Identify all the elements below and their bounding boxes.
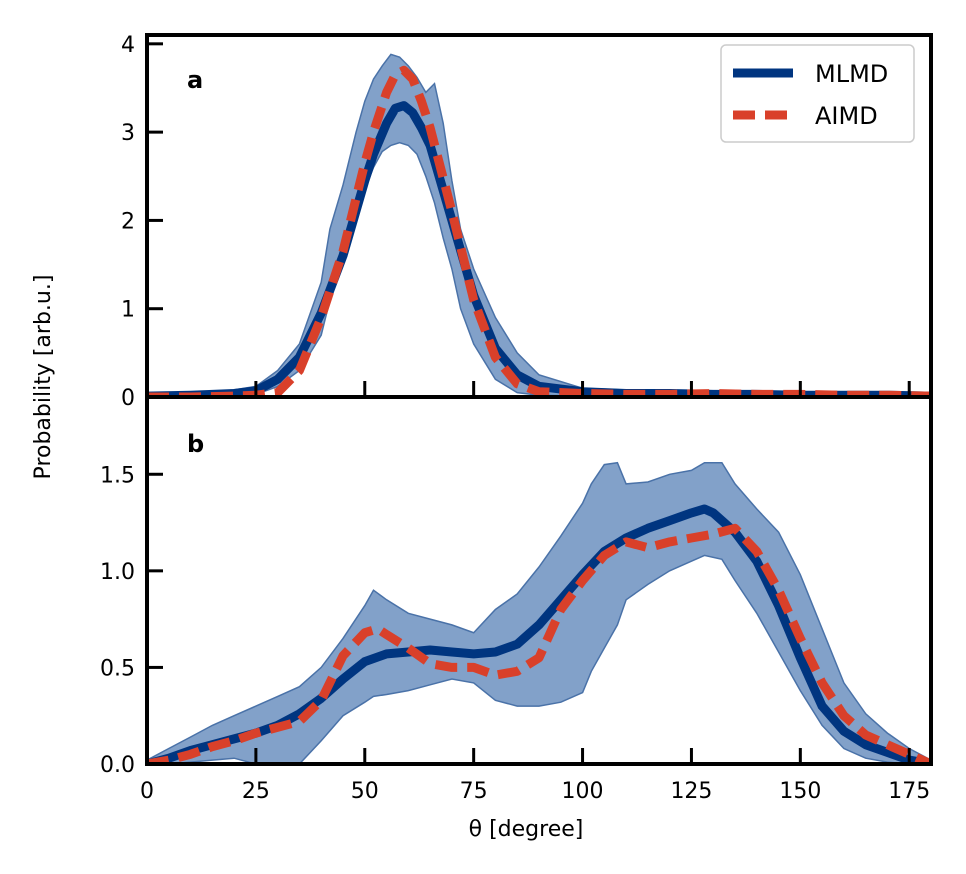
legend-label-mlmd: MLMD [815,60,888,88]
panel-b-x-tick-label: 150 [779,779,821,804]
panel-b-y-tick-label: 0.0 [100,753,135,778]
panel-b-x-tick-label: 125 [670,779,712,804]
panel-b-x-tick-label: 175 [888,779,930,804]
panel-a-y-tick-label: 3 [121,121,135,146]
panel-b-x-tick-label: 25 [242,779,270,804]
legend-label-aimd: AIMD [815,102,878,130]
panel-a-y-tick-label: 2 [121,209,135,234]
panel-a-lines-layer [147,65,931,397]
panel-a-series-mlmd [147,101,931,397]
panel-b-y-tick-label: 1.0 [100,560,135,585]
panel-a-y-tick-label: 0 [121,386,135,411]
panel-b: 0.0 0.5 1.0 1.5 0 25 50 75 100 125 150 175 b [100,395,933,804]
panel-a-label: a [187,66,203,94]
panel-b-band-layer [147,461,931,764]
panel-a-ticks-layer: 0 1 2 3 4 [121,33,911,411]
panel-a-y-tick-label: 4 [121,33,135,58]
panel-a: 0 1 2 3 4 a MLMD AIMD [121,33,933,411]
panel-b-ticks-layer: 0.0 0.5 1.0 1.5 0 25 50 75 100 125 150 175 [100,463,930,804]
panel-b-uncertainty-band [147,461,931,764]
panel-b-x-tick-label: 50 [351,779,379,804]
panel-b-y-tick-label: 1.5 [100,463,135,488]
panel-b-series-aimd [147,523,931,764]
panel-b-frame [145,395,933,766]
panel-a-series-aimd [147,65,931,397]
panel-a-y-tick-label: 1 [121,298,135,323]
panel-b-x-tick-label: 100 [562,779,604,804]
x-axis-label: θ [degree] [469,817,584,842]
panel-b-y-tick-label: 0.5 [100,656,135,681]
panel-b-x-tick-label: 75 [460,779,488,804]
panel-b-label: b [187,430,204,458]
legend: MLMD AIMD [720,44,915,143]
y-axis-label: Probability [arb.u.] [31,275,56,480]
panel-b-lines-layer [147,504,931,764]
panel-b-x-tick-label: 0 [140,779,154,804]
